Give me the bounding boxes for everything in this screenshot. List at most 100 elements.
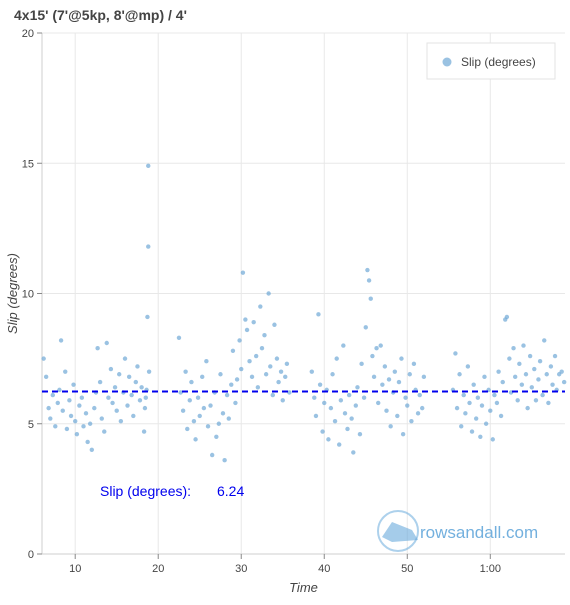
data-point: [224, 392, 230, 398]
y-axis-label: Slip (degrees): [5, 253, 20, 334]
data-point: [529, 385, 534, 390]
data-point: [463, 411, 468, 416]
data-point: [110, 400, 115, 406]
data-point: [85, 439, 90, 445]
data-point: [183, 369, 188, 374]
data-point: [342, 411, 348, 416]
data-point: [415, 411, 421, 416]
data-point: [191, 418, 197, 424]
data-point: [473, 416, 479, 421]
data-point: [214, 434, 219, 439]
data-point: [349, 416, 354, 421]
data-point: [345, 426, 350, 432]
data-point: [244, 327, 250, 333]
data-point: [176, 335, 182, 340]
data-point: [388, 424, 393, 429]
data-point: [494, 400, 500, 406]
data-point: [478, 434, 483, 439]
data-point: [366, 278, 372, 283]
data-point: [351, 450, 356, 455]
data-point: [139, 385, 144, 390]
data-point: [234, 377, 240, 382]
data-point: [64, 426, 70, 432]
data-point: [544, 372, 549, 377]
watermark-text: rowsandall.com: [420, 523, 538, 542]
data-point: [141, 429, 147, 434]
data-point: [338, 398, 344, 403]
data-point: [146, 369, 152, 374]
data-point: [60, 408, 65, 413]
data-point: [87, 421, 93, 426]
axes: 0 5 10 15 20 10 20 30 40 50 1:00: [22, 28, 565, 575]
data-point: [233, 400, 238, 406]
data-point: [53, 424, 58, 429]
data-point: [57, 387, 62, 393]
scatter-points: [41, 163, 567, 463]
data-point: [482, 374, 487, 380]
data-point: [229, 382, 234, 387]
data-point: [405, 403, 410, 408]
data-point: [355, 385, 360, 390]
data-point: [334, 356, 339, 361]
data-point: [204, 359, 209, 364]
data-point: [363, 325, 368, 330]
data-point: [185, 426, 190, 432]
legend-box: [426, 42, 556, 80]
data-point: [353, 403, 358, 408]
data-point: [417, 392, 422, 398]
data-point: [195, 395, 201, 400]
data-point: [403, 395, 408, 400]
data-point: [378, 343, 383, 348]
data-point: [392, 369, 398, 374]
y-tick-label: 10: [22, 289, 34, 301]
data-point: [146, 244, 151, 249]
data-point: [492, 392, 497, 398]
data-point: [239, 366, 244, 372]
data-point: [255, 385, 261, 390]
data-point: [490, 437, 495, 442]
data-point: [81, 424, 86, 429]
data-point: [361, 395, 367, 400]
annotation-label: Slip (degrees):: [100, 483, 191, 499]
data-point: [316, 312, 321, 317]
data-point: [519, 382, 525, 387]
legend-label: Slip (degrees): [461, 55, 536, 69]
data-point: [68, 413, 74, 419]
legend-swatch: [442, 57, 452, 67]
data-point: [453, 351, 458, 356]
data-point: [247, 359, 252, 364]
data-point: [459, 424, 464, 429]
data-point: [559, 369, 564, 374]
data-point: [341, 343, 346, 348]
data-point: [461, 392, 466, 398]
data-point: [382, 364, 388, 369]
data-point: [479, 403, 485, 408]
data-point: [189, 379, 194, 385]
data-point: [471, 382, 476, 387]
data-point: [125, 403, 130, 408]
data-point: [542, 338, 547, 343]
data-point: [97, 379, 103, 385]
data-point: [540, 392, 545, 398]
legend[interactable]: Slip (degrees): [426, 42, 556, 80]
data-point: [454, 405, 460, 411]
data-point: [43, 374, 49, 380]
data-point: [268, 364, 273, 369]
x-tick-label: 1:00: [480, 563, 501, 575]
data-point: [313, 413, 319, 419]
data-point: [407, 372, 412, 377]
chart-title: 4x15' (7'@5kp, 8'@mp) / 4': [14, 7, 187, 23]
data-point: [55, 400, 60, 406]
data-point: [326, 437, 331, 442]
data-point: [465, 364, 471, 369]
data-point: [467, 400, 472, 406]
data-point: [187, 398, 192, 403]
data-point: [83, 411, 89, 416]
data-point: [475, 395, 481, 400]
data-point: [48, 416, 53, 421]
y-tick-label: 15: [22, 158, 34, 170]
data-point: [469, 429, 475, 434]
data-point: [280, 398, 285, 403]
data-point: [507, 356, 512, 361]
